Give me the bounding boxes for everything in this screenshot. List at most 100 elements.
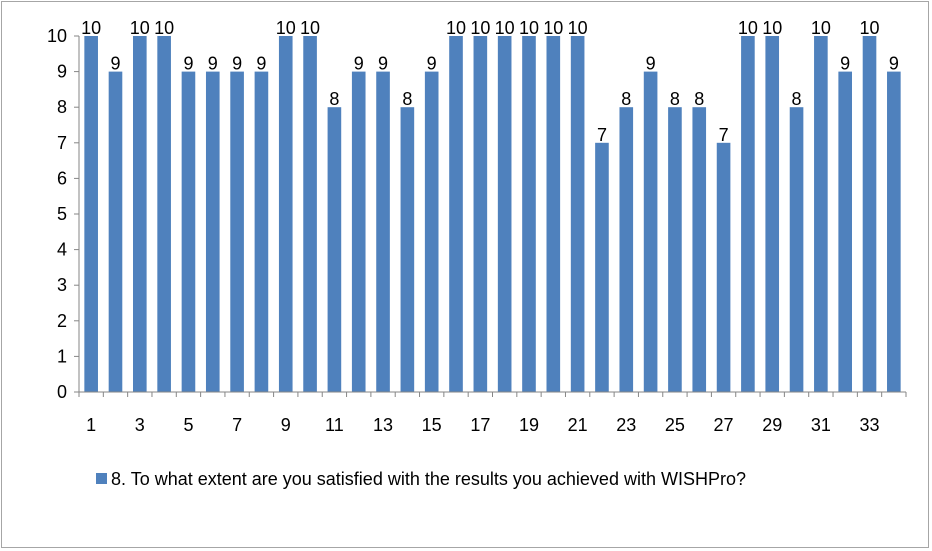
bar <box>327 107 342 392</box>
bar <box>230 71 244 392</box>
data-label: 10 <box>470 18 490 38</box>
x-tick-label: 7 <box>232 415 242 435</box>
bar <box>887 71 901 392</box>
legend-swatch <box>96 473 107 484</box>
y-tick-label: 10 <box>47 26 67 46</box>
bar <box>595 142 609 392</box>
bars <box>84 36 901 392</box>
data-label: 10 <box>738 18 758 38</box>
data-label: 10 <box>811 18 831 38</box>
data-label: 10 <box>300 18 320 38</box>
bar <box>814 36 828 392</box>
bar <box>570 36 585 392</box>
bar <box>692 107 707 392</box>
data-label: 9 <box>256 54 266 74</box>
data-label: 9 <box>889 54 899 74</box>
y-tick-label: 8 <box>57 97 67 117</box>
data-label: 10 <box>519 18 539 38</box>
data-label: 9 <box>840 54 850 74</box>
x-tick-label: 3 <box>135 415 145 435</box>
x-tick-label: 27 <box>714 415 734 435</box>
data-label: 10 <box>446 18 466 38</box>
x-axis: 1 3 5 7 9 11 13 15 17 19 21 23 25 27 29 31 33 <box>78 391 907 435</box>
data-label: 8 <box>670 89 680 109</box>
data-label: 9 <box>208 54 218 74</box>
x-tick-label: 31 <box>811 415 831 435</box>
bar <box>449 36 463 392</box>
bar <box>862 36 877 392</box>
x-tick-label: 33 <box>859 415 879 435</box>
bar <box>522 36 536 392</box>
legend: 8. To what extent are you satisfied with… <box>96 465 896 493</box>
data-label: 10 <box>495 18 515 38</box>
y-axis: 0 1 2 3 4 5 6 7 8 9 10 <box>47 26 80 402</box>
x-tick-label: 29 <box>762 415 782 435</box>
data-label: 10 <box>81 18 101 38</box>
data-label: 8 <box>329 89 339 109</box>
bar <box>546 36 561 392</box>
x-tick-label: 25 <box>665 415 685 435</box>
data-label: 10 <box>276 18 296 38</box>
x-tick-label: 11 <box>325 415 344 435</box>
data-label: 8 <box>402 89 412 109</box>
bar <box>643 71 658 392</box>
x-tick-label: 17 <box>470 415 490 435</box>
data-label: 9 <box>354 54 364 74</box>
y-tick-label: 9 <box>57 62 67 82</box>
data-label: 10 <box>154 18 174 38</box>
bar <box>84 36 98 392</box>
data-label: 10 <box>859 18 879 38</box>
data-label: 9 <box>110 54 120 74</box>
data-label: 7 <box>719 125 729 145</box>
y-tick-label: 0 <box>57 382 67 402</box>
bar <box>424 71 439 392</box>
bar <box>181 71 196 392</box>
data-label: 10 <box>568 18 588 38</box>
y-tick-label: 1 <box>57 346 67 366</box>
x-tick-label: 5 <box>183 415 193 435</box>
x-tick-label: 19 <box>519 415 539 435</box>
x-tick-label: 23 <box>616 415 636 435</box>
data-label: 9 <box>232 54 242 74</box>
x-tick-label: 13 <box>373 415 393 435</box>
bar <box>303 36 317 392</box>
bar <box>716 142 731 392</box>
bar <box>473 36 488 392</box>
bar <box>157 36 171 392</box>
bar <box>376 71 390 392</box>
data-label: 8 <box>694 89 704 109</box>
x-tick-label: 1 <box>86 415 96 435</box>
bar <box>765 36 780 392</box>
bar <box>400 107 415 392</box>
data-label: 8 <box>621 89 631 109</box>
bar <box>741 36 755 392</box>
bar <box>278 36 293 392</box>
bar <box>619 107 634 392</box>
data-label: 9 <box>427 54 437 74</box>
data-label: 8 <box>792 89 802 109</box>
data-label: 7 <box>597 125 607 145</box>
data-label: 9 <box>183 54 193 74</box>
bar <box>132 36 147 392</box>
y-tick-label: 6 <box>57 168 67 188</box>
bar <box>254 71 269 392</box>
bar <box>205 71 220 392</box>
data-label: 10 <box>762 18 782 38</box>
bar <box>108 71 123 392</box>
bar <box>838 71 853 392</box>
y-tick-label: 7 <box>57 133 67 153</box>
x-tick-label: 15 <box>422 415 442 435</box>
data-label: 10 <box>130 18 150 38</box>
bar <box>497 36 512 392</box>
data-label: 10 <box>543 18 563 38</box>
data-label: 9 <box>646 54 656 74</box>
data-label: 9 <box>378 54 388 74</box>
y-tick-label: 2 <box>57 311 67 331</box>
bar <box>668 107 682 392</box>
legend-entry: 8. To what extent are you satisfied with… <box>111 469 746 489</box>
y-tick-label: 3 <box>57 275 67 295</box>
y-tick-label: 5 <box>57 204 67 224</box>
bar <box>351 71 366 392</box>
